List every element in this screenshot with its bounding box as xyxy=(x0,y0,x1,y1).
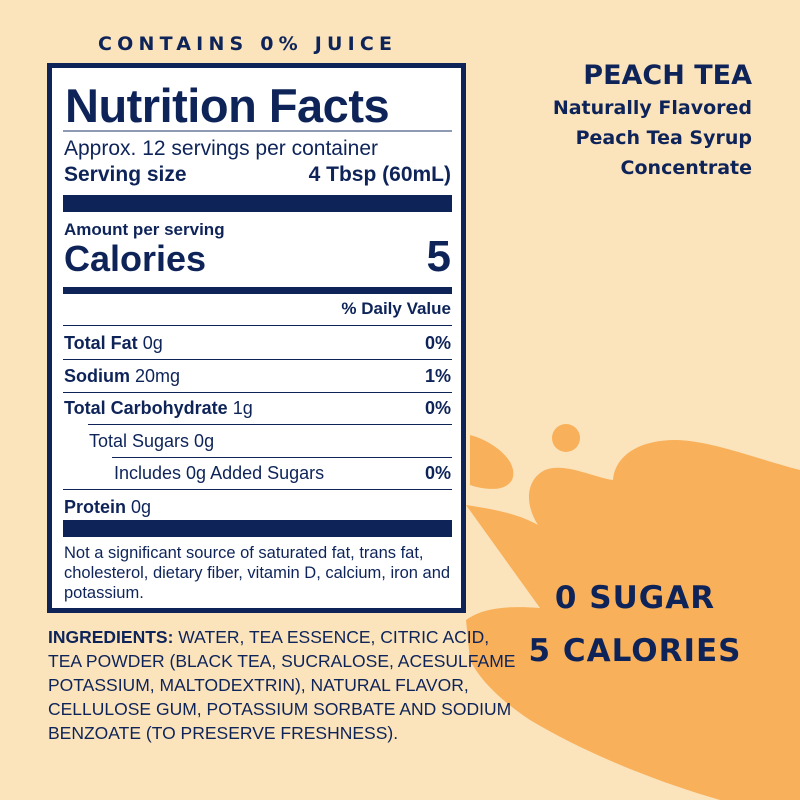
amount-per-serving: Amount per serving xyxy=(64,220,225,239)
nutrient-row-added-sugars: Includes 0g Added Sugars xyxy=(114,463,325,483)
serving-size-label: Serving size xyxy=(64,163,187,186)
divider xyxy=(63,130,452,132)
ingredients-list: INGREDIENTS: WATER, TEA ESSENCE, CITRIC … xyxy=(48,625,518,745)
claim-zero-sugar: 0 SUGAR xyxy=(554,580,716,616)
product-desc-1: Naturally Flavored xyxy=(552,97,752,119)
nutrient-row-total-carbohydrate: Total Carbohydrate 1g xyxy=(64,398,253,418)
dv-total-fat: 0% xyxy=(424,333,451,353)
dv-total-carbohydrate: 0% xyxy=(424,398,451,418)
ingredients-label: INGREDIENTS: xyxy=(48,627,174,647)
product-name: PEACH TEA xyxy=(583,60,752,91)
divider xyxy=(63,325,452,326)
product-desc-2: Peach Tea Syrup xyxy=(575,127,752,149)
ingredients-text: WATER, TEA ESSENCE, CITRIC ACID, TEA POW… xyxy=(48,627,516,743)
nutrient-row-protein: Protein 0g xyxy=(64,497,152,517)
daily-value-header: % Daily Value xyxy=(341,299,451,318)
calories-label: Calories xyxy=(64,238,207,279)
juice-content-note: CONTAINS 0% JUICE xyxy=(98,33,398,55)
nutrition-facts-label: Nutrition Facts Approx. 12 servings per … xyxy=(47,63,466,613)
dv-sodium: 1% xyxy=(424,366,451,386)
medium-divider xyxy=(63,287,452,294)
divider xyxy=(63,359,452,360)
claim-five-calories: 5 CALORIES xyxy=(528,633,742,669)
servings-per-container: Approx. 12 servings per container xyxy=(64,137,379,160)
nutrient-row-sodium: Sodium 20mg xyxy=(64,366,181,386)
divider xyxy=(63,489,452,490)
thick-divider xyxy=(63,520,452,537)
nutrient-row-total-fat: Total Fat 0g xyxy=(64,333,163,353)
label-footnote: Not a significant source of saturated fa… xyxy=(64,544,451,602)
divider xyxy=(88,424,452,425)
label-title: Nutrition Facts xyxy=(65,79,390,132)
dv-added-sugars: 0% xyxy=(424,463,451,483)
serving-size-value: 4 Tbsp (60mL) xyxy=(308,163,451,186)
product-desc-3: Concentrate xyxy=(620,157,752,179)
nutrient-row-total-sugars: Total Sugars 0g xyxy=(89,431,215,451)
thick-divider xyxy=(63,195,452,212)
divider xyxy=(112,457,452,458)
divider xyxy=(63,392,452,393)
calories-value: 5 xyxy=(426,232,451,281)
